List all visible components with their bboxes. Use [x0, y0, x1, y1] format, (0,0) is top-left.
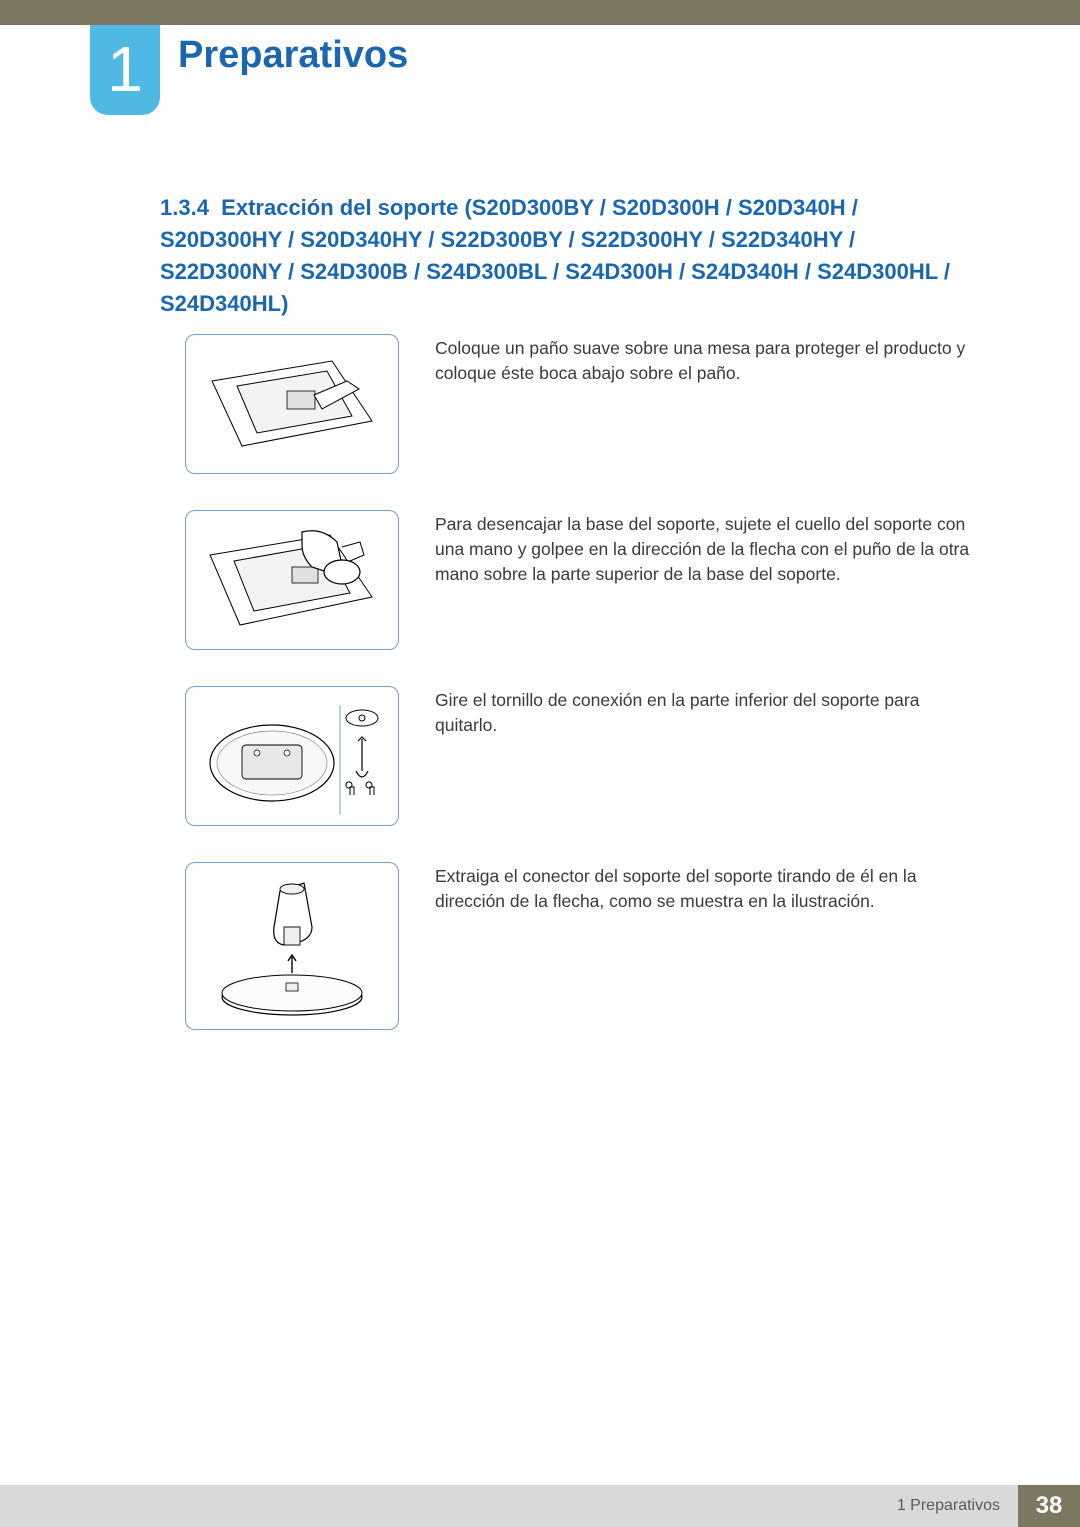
instruction-steps: Coloque un paño suave sobre una mesa par… — [185, 334, 980, 1066]
step-illustration — [185, 334, 399, 474]
footer-chapter-title: Preparativos — [910, 1497, 1000, 1515]
footer-breadcrumb: 1 Preparativos — [0, 1485, 1018, 1527]
stand-separate-icon — [192, 869, 392, 1023]
step-text: Extraiga el conector del soporte del sop… — [435, 862, 980, 914]
section-heading: 1.3.4 Extracción del soporte (S20D300BY … — [160, 192, 980, 320]
step-text: Coloque un paño suave sobre una mesa par… — [435, 334, 980, 386]
step-row: Coloque un paño suave sobre una mesa par… — [185, 334, 980, 474]
step-illustration — [185, 510, 399, 650]
step-illustration — [185, 862, 399, 1030]
section-title: Extracción del soporte (S20D300BY / S20D… — [160, 195, 950, 316]
step-row: Para desencajar la base del soporte, suj… — [185, 510, 980, 650]
chapter-title: Preparativos — [178, 34, 408, 77]
top-accent-bar — [0, 0, 1080, 25]
step-text: Para desencajar la base del soporte, suj… — [435, 510, 980, 587]
step-illustration — [185, 686, 399, 826]
base-underside-icon — [192, 693, 392, 819]
page-footer: 1 Preparativos 38 — [0, 1485, 1080, 1527]
footer-chapter-number: 1 — [897, 1497, 906, 1515]
step-row: Gire el tornillo de conexión en la parte… — [185, 686, 980, 826]
section-number: 1.3.4 — [160, 195, 209, 220]
footer-page-number: 38 — [1018, 1485, 1080, 1527]
hand-grip-icon — [192, 517, 392, 643]
step-text: Gire el tornillo de conexión en la parte… — [435, 686, 980, 738]
step-row: Extraiga el conector del soporte del sop… — [185, 862, 980, 1030]
chapter-number-tab: 1 — [90, 25, 160, 115]
monitor-facedown-icon — [192, 341, 392, 467]
